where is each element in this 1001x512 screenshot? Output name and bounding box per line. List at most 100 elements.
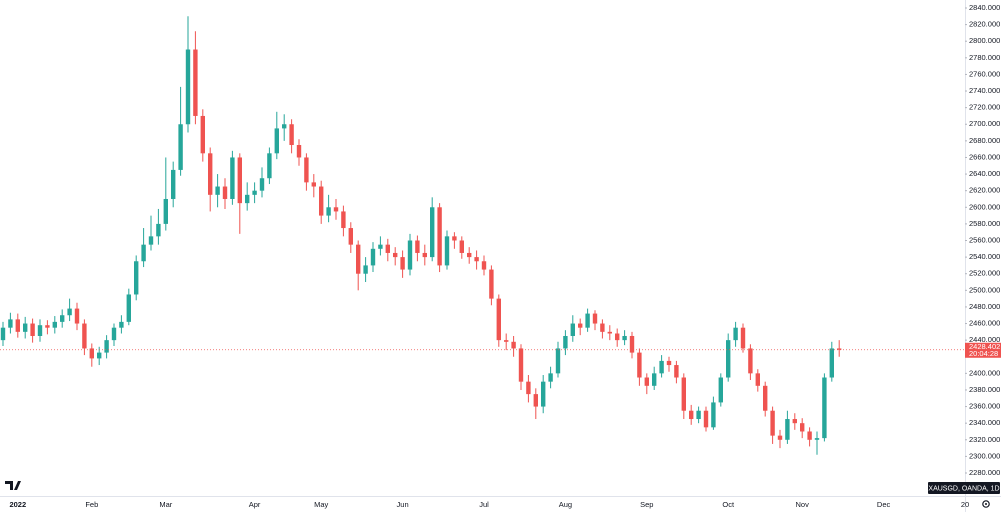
x-tick-label: 20 (961, 500, 969, 509)
candle-body (644, 377, 649, 386)
candle-body (652, 373, 657, 386)
candle-body (319, 186, 324, 216)
y-tick-label: 2520.000 (969, 269, 1000, 278)
x-tick-label: Mar (159, 500, 172, 509)
x-tick-label: Feb (85, 500, 98, 509)
candle-body (518, 348, 524, 382)
candle-body (296, 145, 302, 158)
last-price-box (965, 342, 1001, 358)
y-tick-label: 2640.000 (969, 169, 1000, 178)
x-tick-label: Jun (397, 500, 409, 509)
candle-body (37, 325, 43, 336)
y-tick-label: 2560.000 (969, 235, 1000, 244)
candle-body (348, 228, 353, 245)
y-tick-label: 2320.000 (969, 435, 1000, 444)
candle-body (193, 49, 198, 116)
y-tick-label: 2440.000 (969, 335, 1000, 344)
candle-body (407, 240, 413, 270)
x-tick-label: Oct (722, 500, 735, 509)
x-tick-label: May (314, 500, 328, 509)
x-tick-label: Jul (479, 500, 489, 509)
candle-body (696, 410, 701, 420)
candle-body (748, 348, 753, 374)
symbol-box (928, 482, 1000, 494)
candle-body (755, 373, 760, 386)
candle-body (807, 431, 812, 440)
candle-body (326, 207, 331, 216)
y-tick-label: 2400.000 (969, 368, 1000, 377)
candle-body (74, 308, 80, 324)
candle-body (555, 348, 561, 374)
y-tick-label: 2280.000 (969, 468, 1000, 477)
candle-body (111, 327, 117, 341)
x-tick-label: Aug (559, 500, 572, 509)
x-tick-label: Dec (877, 500, 891, 509)
candle-body (703, 410, 709, 428)
candle-body (156, 223, 161, 237)
candle-body (89, 348, 94, 359)
y-tick-label: 2380.000 (969, 385, 1000, 394)
candle-body (607, 331, 612, 334)
candle-body (600, 323, 605, 332)
candle-body (481, 261, 487, 270)
candle-body (222, 186, 228, 199)
symbol-label: XAUSGD, OANDA, 1D (928, 485, 999, 492)
candle-body (126, 294, 131, 322)
candle-body (370, 248, 376, 266)
candle-body (215, 186, 220, 195)
candle-body (533, 394, 538, 407)
candle-body (141, 244, 146, 262)
candle-body (415, 240, 420, 253)
candle-body (659, 360, 664, 374)
candle-body (8, 319, 13, 328)
candle-body (400, 257, 405, 270)
y-tick-label: 2340.000 (969, 418, 1000, 427)
candle-body (422, 252, 427, 258)
y-tick-label: 2480.000 (969, 302, 1000, 311)
candle-body (230, 157, 235, 199)
candle-body (245, 194, 250, 204)
candle-body (459, 240, 464, 253)
candle-body (615, 333, 620, 341)
candle-body (467, 252, 472, 258)
y-tick-label: 2500.000 (969, 285, 1000, 294)
candle-body (548, 373, 553, 382)
candle-body (289, 124, 294, 146)
y-tick-label: 2660.000 (969, 152, 1000, 161)
y-tick-label: 2720.000 (969, 103, 1000, 112)
candle-body (15, 319, 20, 332)
y-tick-label: 2600.000 (969, 202, 1000, 211)
candle-body (45, 325, 50, 328)
x-tick-label: 2022 (9, 500, 26, 509)
candle-body (452, 236, 457, 241)
candle-body (496, 298, 501, 341)
settings-gear[interactable] (982, 500, 990, 508)
candle-body (30, 323, 35, 336)
candle-body (785, 419, 790, 440)
candle-body (134, 261, 139, 295)
y-tick-label: 2740.000 (969, 86, 1000, 95)
candle-body (770, 410, 775, 436)
candle-body (822, 377, 827, 439)
candle-body (378, 244, 383, 249)
y-tick-label: 2360.000 (969, 402, 1000, 411)
candle-body (148, 236, 154, 245)
tv-logo (5, 481, 21, 490)
candle-body (578, 323, 583, 328)
candle-body (341, 211, 346, 229)
candle-body (363, 265, 368, 274)
y-tick-label: 2580.000 (969, 219, 1000, 228)
candle-body (718, 377, 723, 403)
candle-body (430, 207, 435, 258)
candle-body (304, 157, 309, 183)
candle-body (740, 327, 746, 349)
candle-body (237, 157, 242, 204)
candle-body (504, 340, 509, 342)
countdown-label: 20:04:28 (969, 349, 998, 358)
candles (0, 16, 965, 455)
candle-body (666, 360, 672, 366)
candle-body (104, 340, 109, 353)
candle-body (23, 323, 28, 332)
y-tick-label: 2460.000 (969, 319, 1000, 328)
